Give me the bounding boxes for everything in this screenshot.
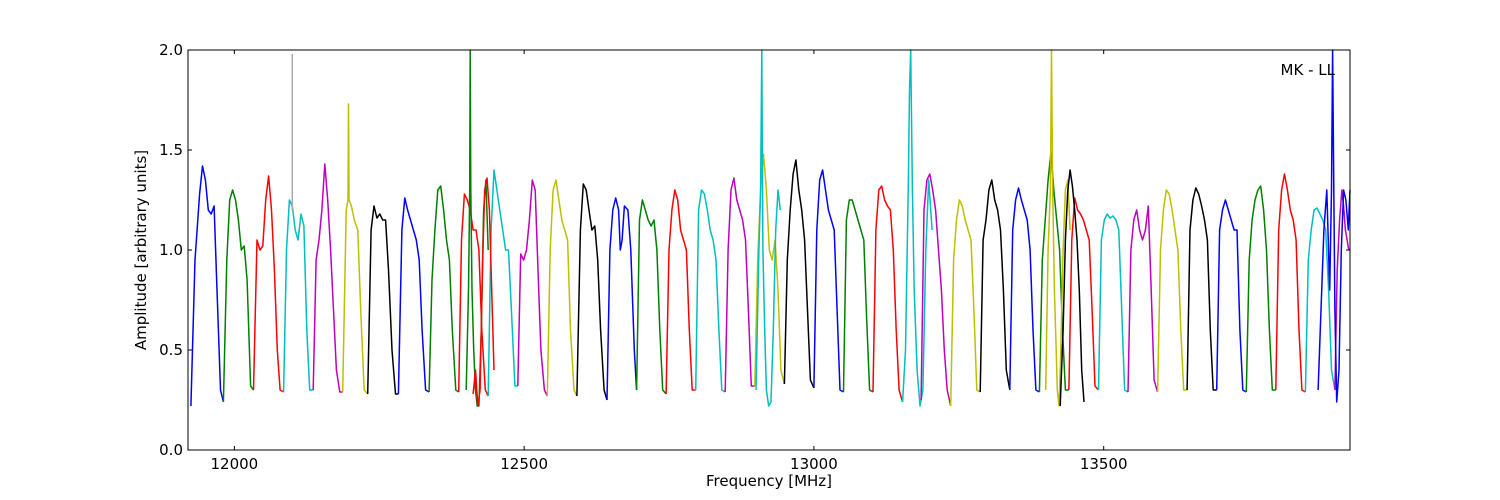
series-line-15 — [635, 199, 667, 395]
series-line-26 — [949, 199, 981, 407]
series-line-40 — [1044, 49, 1071, 407]
series-line-16 — [665, 189, 696, 395]
x-tick-label: 13000 — [790, 455, 838, 473]
series-line-43 — [465, 49, 489, 407]
series-line-20 — [783, 159, 815, 389]
x-tick-label: 12000 — [211, 455, 259, 473]
series-line-42 — [1317, 49, 1351, 403]
series-line-30 — [1068, 197, 1100, 391]
y-tick-label: 0.0 — [159, 441, 183, 459]
series-line-23 — [872, 185, 904, 403]
series-line-27 — [979, 179, 1011, 393]
x-axis-label: Frequency [MHz] — [706, 472, 832, 490]
series-line-28 — [1009, 187, 1040, 393]
series-line-44 — [472, 177, 495, 407]
series-layer — [190, 49, 1351, 407]
series-line-24 — [901, 49, 933, 407]
tick-layer: 12000 12500 13000 13500 0.0 0.5 1.0 1.5 2.0 — [159, 41, 1350, 473]
series-line-35 — [1215, 199, 1247, 393]
series-line-34 — [1186, 187, 1217, 391]
series-line-14 — [606, 197, 638, 401]
series-line-41 — [1059, 169, 1085, 407]
y-tick-label: 0.5 — [159, 341, 183, 359]
x-tick-label: 13500 — [1080, 455, 1128, 473]
series-line-7 — [397, 197, 430, 395]
series-line-33 — [1156, 189, 1188, 393]
series-line-1 — [222, 189, 255, 403]
y-axis-label: Amplitude [arbitrary units] — [132, 150, 150, 350]
series-line-32 — [1127, 205, 1159, 393]
series-line-8 — [428, 185, 460, 393]
series-line-17 — [694, 189, 726, 393]
series-line-21 — [813, 169, 844, 393]
series-line-12 — [546, 179, 578, 397]
y-tick-label: 2.0 — [159, 41, 183, 59]
series-line-19 — [754, 153, 786, 387]
series-line-0 — [190, 165, 225, 407]
series-line-37 — [1275, 173, 1306, 393]
series-line-5 — [341, 103, 369, 395]
series-line-31 — [1097, 213, 1129, 393]
series-line-29 — [1038, 151, 1069, 393]
series-line-4 — [312, 163, 343, 393]
series-line-36 — [1245, 185, 1276, 393]
series-line-6 — [366, 205, 399, 395]
series-line-13 — [576, 183, 608, 401]
series-line-18 — [724, 177, 755, 393]
series-line-3 — [282, 199, 314, 393]
series-line-11 — [517, 179, 548, 397]
y-tick-label: 1.0 — [159, 241, 183, 259]
y-tick-label: 1.5 — [159, 141, 183, 159]
series-line-45 — [755, 49, 782, 407]
x-tick-label: 12500 — [500, 455, 548, 473]
series-line-22 — [842, 199, 874, 393]
annotation-label: MK - LL — [1281, 61, 1336, 79]
series-line-2 — [252, 175, 284, 393]
series-line-9 — [457, 193, 489, 397]
series-line-10 — [487, 169, 518, 397]
series-line-38 — [1304, 207, 1336, 393]
series-line-25 — [920, 173, 952, 407]
